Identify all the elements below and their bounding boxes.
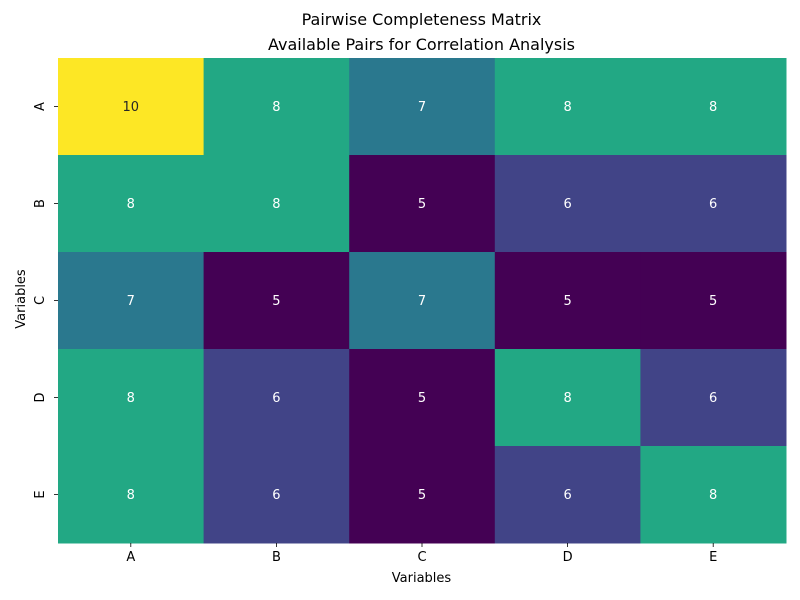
heatmap-cell-A-E	[640, 58, 787, 156]
heatmap-cell-D-E	[640, 349, 787, 447]
cell-value-label: 8	[272, 197, 280, 212]
heatmap-cell-A-C	[349, 58, 496, 156]
chart-subtitle: Available Pairs for Correlation Analysis	[268, 35, 575, 54]
x-axis-label: Variables	[392, 571, 452, 586]
heatmap-cell-D-C	[349, 349, 496, 447]
x-tick-label-B: B	[272, 550, 281, 565]
heatmap-cell-C-C	[349, 252, 496, 350]
cell-value-label: 7	[418, 294, 426, 309]
cell-value-label: 8	[563, 100, 571, 115]
heatmap-cell-A-B	[203, 58, 350, 156]
heatmap-cell-C-A	[58, 252, 205, 350]
heatmap-cell-B-C	[349, 155, 496, 253]
heatmap-cell-labels: 10 8 7 8 8 8 8 5 6 6 7 5 7 5 5 8 6 5 8 6 8 6 5 6 8	[123, 100, 718, 503]
y-tick-label-B: B	[33, 199, 48, 208]
x-tick-label-D: D	[563, 550, 573, 565]
cell-value-label: 8	[709, 488, 717, 503]
heatmap-cell-C-E	[640, 252, 787, 350]
heatmap-cell-E-A	[58, 446, 205, 544]
x-axis-ticks: A B C D E	[126, 543, 717, 565]
cell-value-label: 6	[709, 197, 717, 212]
y-tick-label-D: D	[33, 392, 48, 402]
heatmap-cell-D-D	[494, 349, 641, 447]
cell-value-label: 6	[272, 391, 280, 406]
cell-value-label: 6	[563, 197, 571, 212]
cell-value-label: 8	[272, 100, 280, 115]
heatmap-cell-D-A	[58, 349, 205, 447]
y-tick-label-C: C	[33, 296, 48, 305]
cell-value-label: 6	[563, 488, 571, 503]
heatmap-cell-E-C	[349, 446, 496, 544]
heatmap-cells	[58, 58, 787, 544]
cell-value-label: 7	[127, 294, 135, 309]
heatmap-cell-C-D	[494, 252, 641, 350]
heatmap-cell-E-D	[494, 446, 641, 544]
heatmap-cell-E-E	[640, 446, 787, 544]
cell-value-label: 5	[563, 294, 571, 309]
x-tick-label-C: C	[417, 550, 426, 565]
cell-value-label: 6	[709, 391, 717, 406]
heatmap-cell-B-A	[58, 155, 205, 253]
x-tick-label-A: A	[126, 550, 135, 565]
cell-value-label: 10	[123, 100, 140, 115]
cell-value-label: 8	[709, 100, 717, 115]
cell-value-label: 5	[272, 294, 280, 309]
cell-value-label: 8	[127, 488, 135, 503]
heatmap-cell-D-B	[203, 349, 350, 447]
heatmap-cell-A-D	[494, 58, 641, 156]
chart-title: Pairwise Completeness Matrix	[302, 10, 542, 29]
y-tick-label-A: A	[33, 102, 48, 111]
heatmap-cell-C-B	[203, 252, 350, 350]
y-tick-label-E: E	[33, 490, 48, 498]
cell-value-label: 5	[418, 197, 426, 212]
cell-value-label: 5	[418, 488, 426, 503]
y-axis-ticks: A B C D E	[33, 102, 58, 499]
x-tick-label-E: E	[709, 550, 717, 565]
y-axis-label: Variables	[14, 269, 29, 329]
cell-value-label: 8	[127, 197, 135, 212]
heatmap-cell-B-B	[203, 155, 350, 253]
cell-value-label: 8	[127, 391, 135, 406]
heatmap-cell-B-E	[640, 155, 787, 253]
cell-value-label: 7	[418, 100, 426, 115]
heatmap-cell-B-D	[494, 155, 641, 253]
cell-value-label: 6	[272, 488, 280, 503]
cell-value-label: 8	[563, 391, 571, 406]
cell-value-label: 5	[418, 391, 426, 406]
cell-value-label: 5	[709, 294, 717, 309]
heatmap-cell-A-A	[58, 58, 205, 156]
heatmap-cell-E-B	[203, 446, 350, 544]
